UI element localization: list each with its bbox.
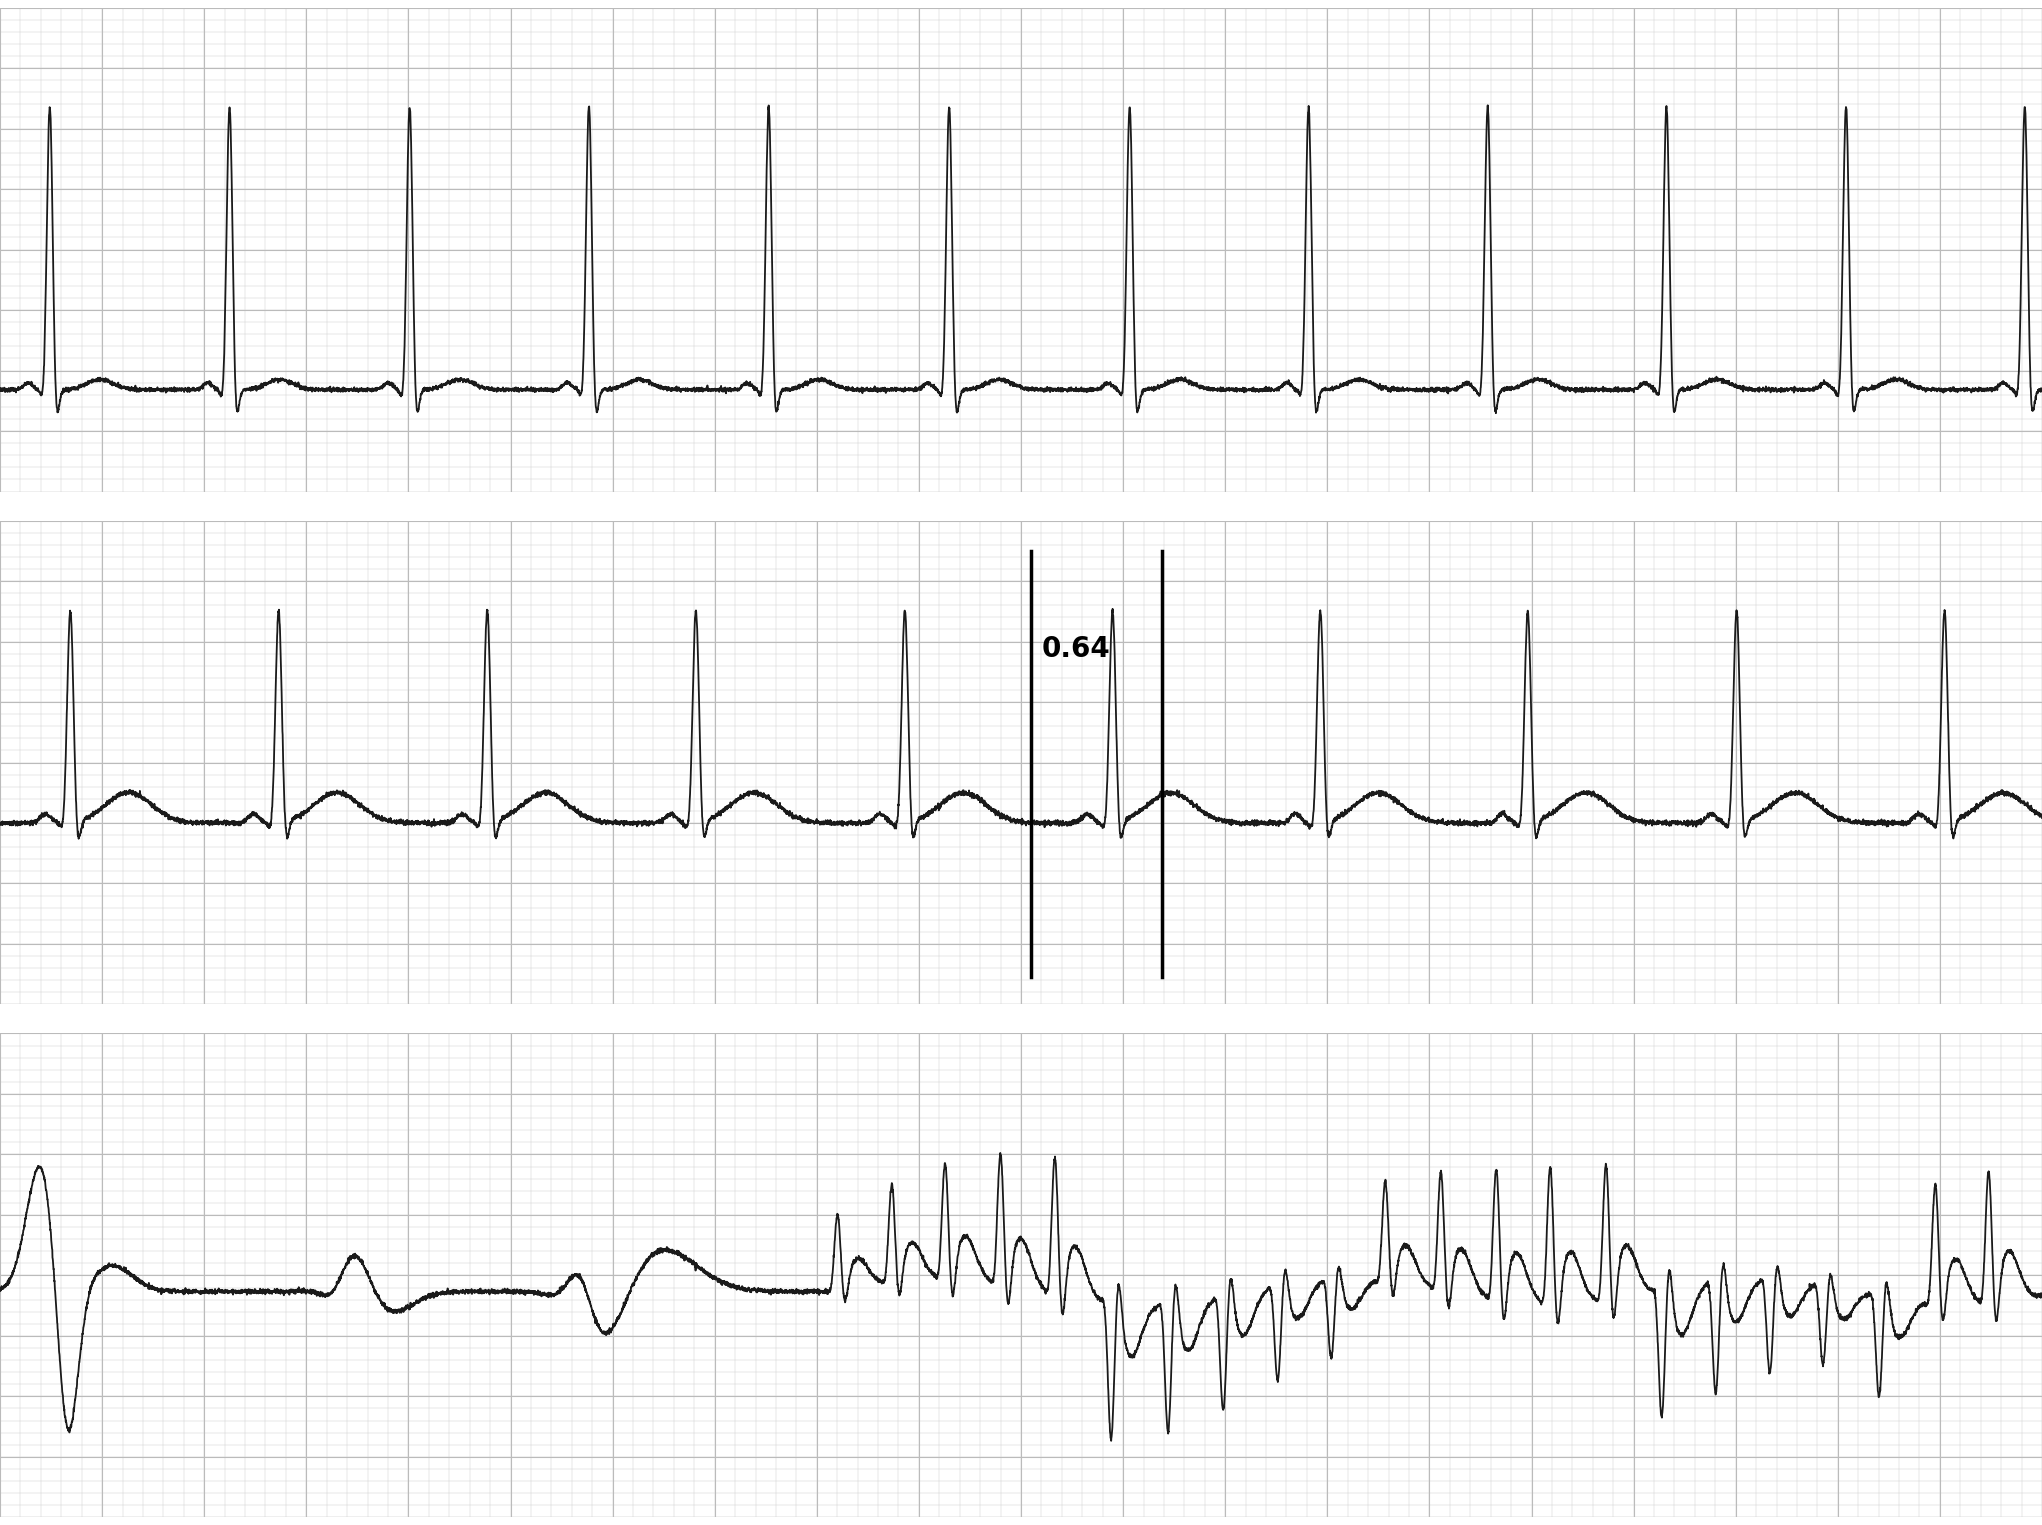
Text: 0.64: 0.64 <box>1041 634 1111 663</box>
